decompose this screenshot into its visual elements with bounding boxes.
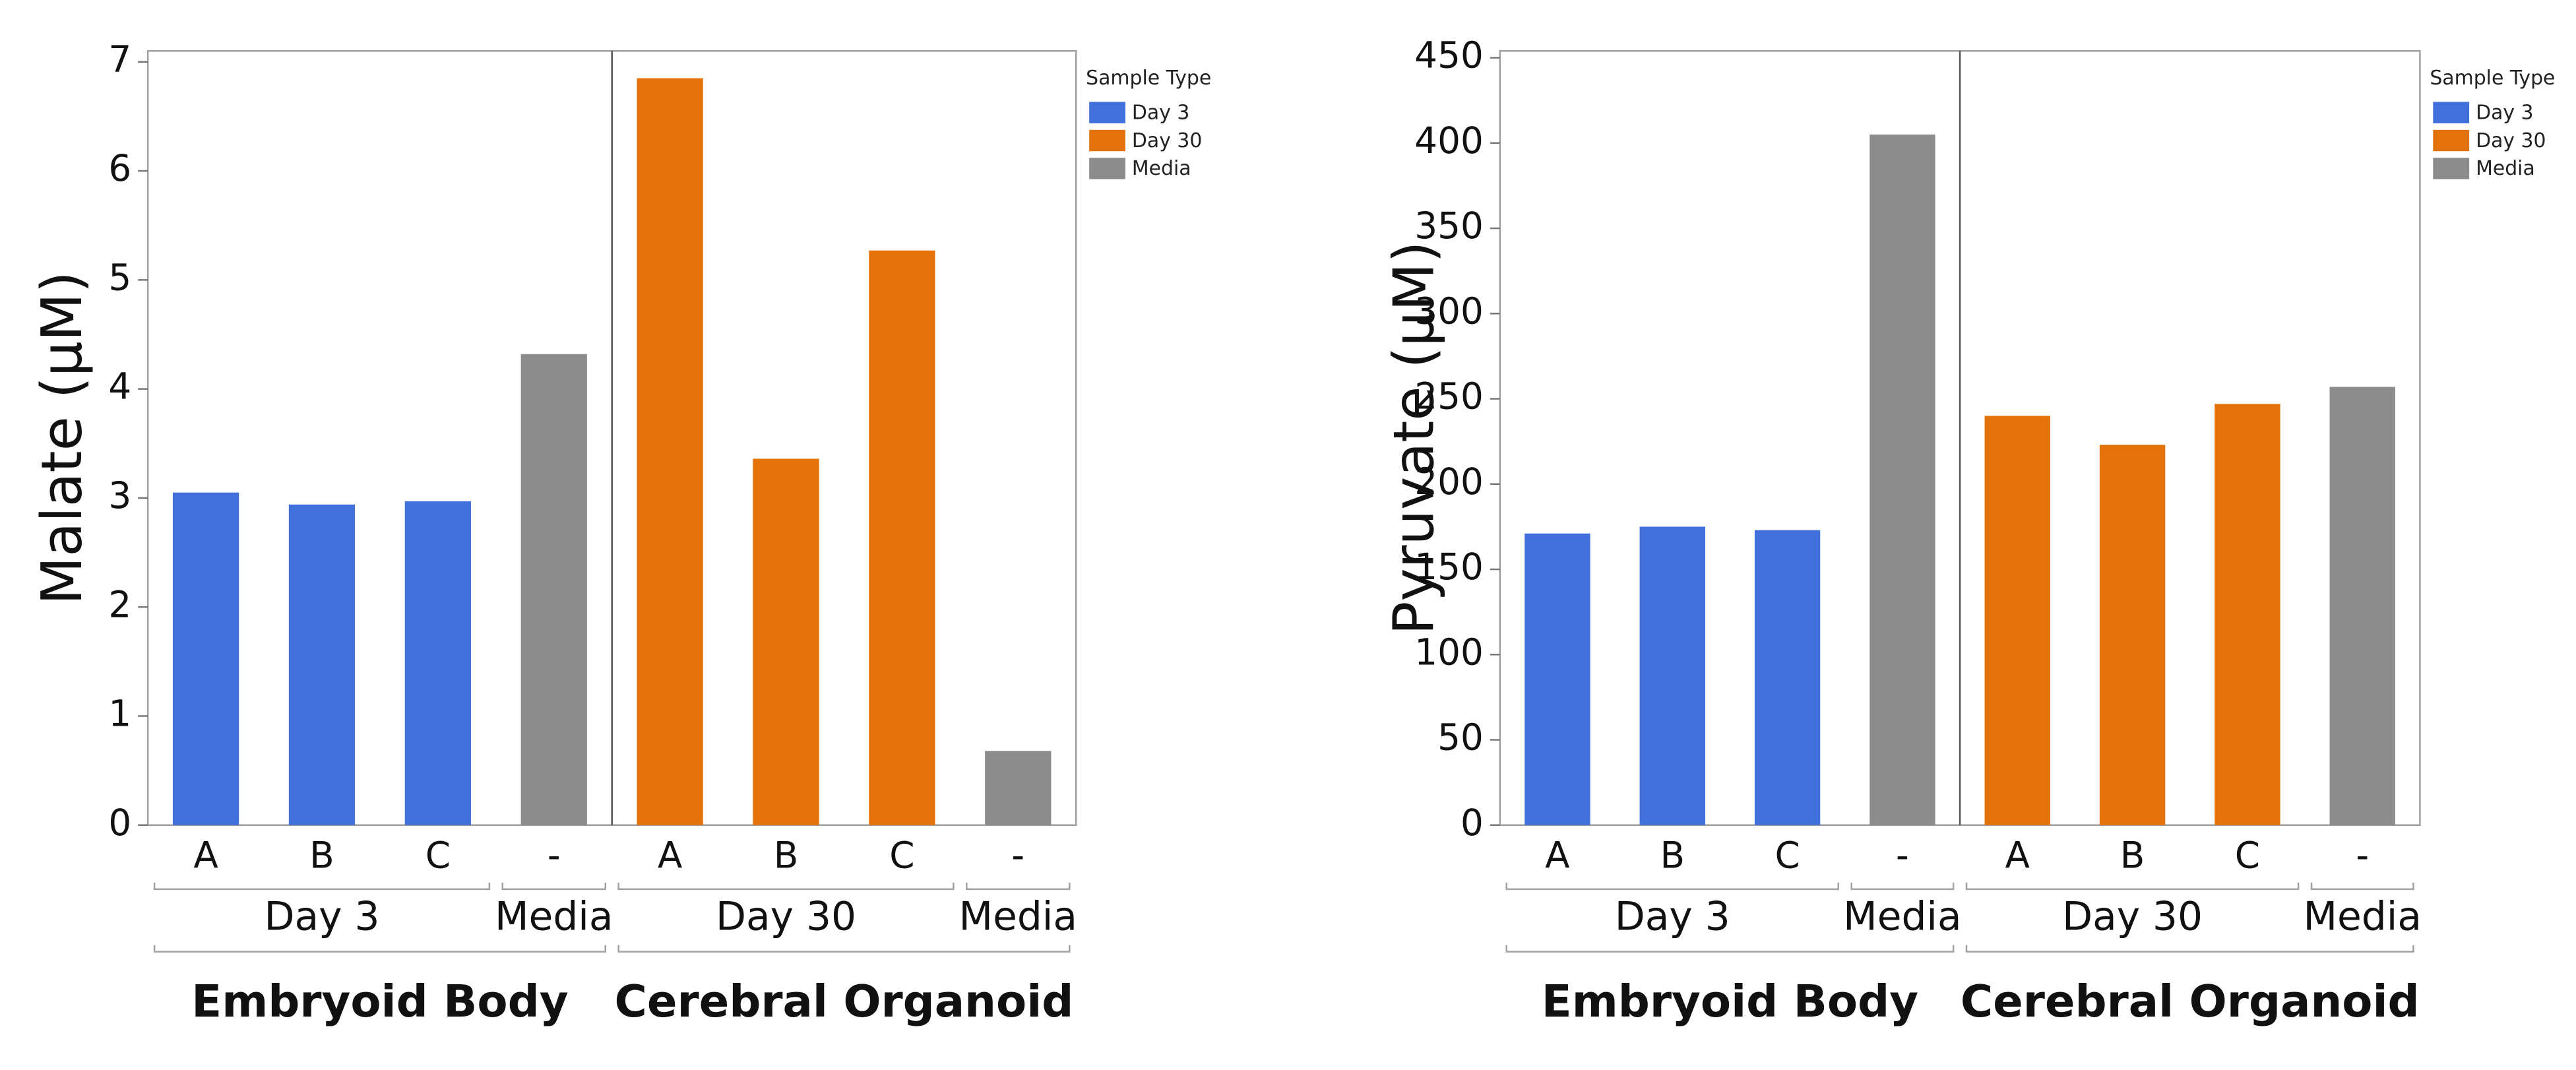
top-group-label: Embryoid Body (1542, 976, 1918, 1027)
x-tick-label: B (2120, 834, 2145, 877)
top-group-label: Cerebral Organoid (615, 976, 1074, 1027)
bar (637, 78, 703, 825)
group-label: Day 30 (716, 894, 856, 939)
legend-label: Day 3 (2476, 101, 2533, 124)
x-tick-label: A (2005, 834, 2030, 877)
bracket (501, 882, 606, 891)
y-axis-label: Pyruvate (µM) (1381, 241, 1447, 635)
bar (753, 458, 819, 825)
x-tick-label: C (2235, 834, 2260, 877)
x-tick-label: B (1660, 834, 1685, 877)
bracket (1505, 882, 1840, 891)
legend-title: Sample Type (1086, 67, 1211, 90)
group-label: Day 3 (1615, 894, 1730, 939)
x-tick-label: C (425, 834, 451, 877)
bar (1869, 134, 1935, 825)
y-tick-label: 5 (108, 256, 131, 298)
bracket (966, 882, 1071, 891)
x-tick-label: - (1011, 834, 1024, 877)
bracket (1965, 945, 2414, 953)
x-tick-label: C (1775, 834, 1800, 877)
y-tick-label: 300 (1414, 290, 1484, 332)
y-tick-label: 4 (108, 365, 131, 408)
group-label: Day 3 (264, 894, 379, 939)
bracket (617, 882, 955, 891)
legend-swatch (1089, 129, 1125, 152)
bracket (2310, 882, 2414, 891)
y-tick-label: 150 (1414, 546, 1484, 588)
x-tick-label: B (309, 834, 334, 877)
group-label: Media (1843, 894, 1961, 939)
y-tick-label: 350 (1414, 205, 1484, 247)
legend-label: Media (1132, 157, 1191, 180)
y-tick-label: 2 (108, 583, 131, 625)
bar (1754, 530, 1821, 825)
x-tick-label: - (548, 834, 561, 877)
bracket (153, 945, 606, 953)
group-label: Media (495, 894, 613, 939)
bar (520, 354, 587, 825)
legend-label: Day 30 (2476, 129, 2546, 152)
y-tick-label: 250 (1414, 375, 1484, 418)
y-tick-label: 1 (108, 693, 131, 735)
group-label: Media (959, 894, 1077, 939)
legend-title: Sample Type (2430, 67, 2555, 90)
bracket (1505, 945, 1955, 953)
y-tick-label: 100 (1414, 631, 1484, 673)
y-tick-label: 450 (1414, 34, 1484, 77)
y-tick-label: 3 (108, 474, 131, 517)
top-group-label: Cerebral Organoid (1961, 976, 2420, 1027)
bracket (617, 945, 1071, 953)
y-tick-label: 200 (1414, 460, 1484, 503)
legend-swatch (2433, 158, 2470, 179)
x-tick-label: - (1896, 834, 1909, 877)
bar (1984, 416, 2050, 825)
bracket (153, 882, 491, 891)
bar (288, 504, 356, 825)
bar (1524, 533, 1590, 825)
y-tick-label: 0 (108, 802, 131, 844)
bar (2099, 445, 2166, 825)
x-tick-label: - (2356, 834, 2369, 877)
group-label: Media (2304, 894, 2422, 939)
bar (2329, 387, 2395, 825)
y-tick-label: 6 (108, 147, 131, 189)
x-tick-label: A (1545, 834, 1570, 877)
bar (2215, 404, 2280, 825)
bar (404, 501, 471, 825)
bracket (1850, 882, 1955, 891)
x-tick-label: A (658, 834, 683, 877)
x-tick-label: B (774, 834, 799, 877)
y-tick-label: 50 (1437, 716, 1484, 759)
bracket (1965, 882, 2300, 891)
legend-swatch (2433, 102, 2470, 123)
x-tick-label: C (889, 834, 914, 877)
bar (1639, 526, 1705, 825)
legend-swatch (2433, 129, 2470, 152)
y-axis-label: Malate (µM) (29, 271, 94, 605)
legend-label: Media (2476, 157, 2535, 180)
legend-swatch (1089, 102, 1125, 123)
bar (985, 751, 1052, 825)
legend-label: Day 30 (1132, 129, 1202, 152)
bar (172, 492, 239, 825)
x-tick-label: A (193, 834, 218, 877)
legend-label: Day 3 (1132, 101, 1189, 124)
bar (869, 250, 935, 825)
y-tick-label: 7 (108, 38, 131, 80)
y-tick-label: 0 (1461, 802, 1484, 844)
group-label: Day 30 (2062, 894, 2203, 939)
top-group-label: Embryoid Body (191, 976, 568, 1027)
y-tick-label: 400 (1414, 119, 1484, 162)
legend-swatch (1089, 158, 1125, 179)
